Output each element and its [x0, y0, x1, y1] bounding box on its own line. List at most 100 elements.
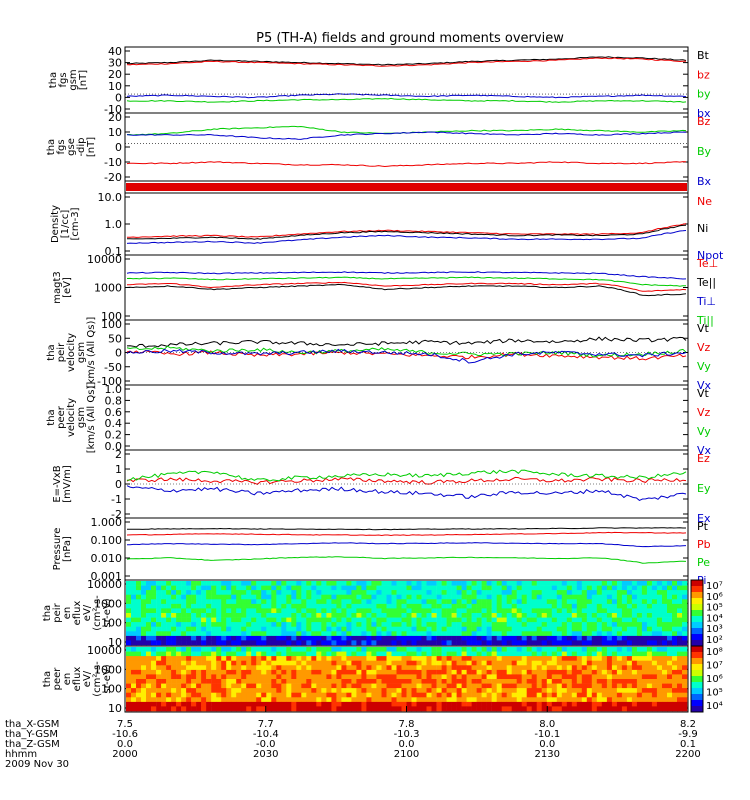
spectrogram-cell — [651, 581, 658, 586]
spectrogram-cell — [321, 697, 327, 703]
spectrogram-cell — [471, 656, 477, 661]
spectrogram-cell — [151, 665, 157, 671]
spectrogram-cell — [346, 660, 352, 666]
spectrogram-cell — [451, 608, 457, 614]
spectrogram-cell — [601, 631, 608, 637]
spectrogram-cell — [566, 701, 573, 707]
spectrogram-cell — [276, 651, 282, 657]
y-tick-label: 0.1 — [105, 245, 123, 258]
spectrogram-cell — [311, 651, 317, 657]
spectrogram-cell — [476, 706, 482, 712]
spectrogram-cell — [201, 635, 207, 641]
spectrogram-cell — [181, 669, 187, 675]
spectrogram-cell — [466, 656, 472, 661]
spectrogram-cell — [396, 640, 402, 646]
spectrogram-cell — [226, 701, 232, 707]
y-axis-label: peir — [56, 342, 67, 362]
spectrogram-cell — [682, 581, 688, 586]
colorbar-frame — [690, 645, 704, 713]
spectrogram-cell — [381, 701, 387, 707]
spectrogram-cell — [476, 622, 482, 627]
spectrogram-cell — [531, 590, 537, 595]
spectrogram-cell — [611, 697, 618, 703]
spectrogram-cell — [136, 665, 142, 671]
spectrogram-cell — [491, 640, 497, 646]
spectrogram-cell — [331, 651, 337, 657]
spectrogram-cell — [436, 631, 442, 637]
spectrogram-cell — [361, 697, 367, 703]
spectrogram-cell — [381, 594, 387, 600]
spectrogram-cell — [376, 656, 382, 661]
spectrogram-cell — [371, 608, 377, 614]
spectrogram-cell — [626, 585, 633, 591]
spectrogram-cell — [416, 603, 422, 609]
spectrogram-cell — [571, 701, 578, 707]
spectrogram-cell — [126, 590, 132, 595]
spectrogram-cell — [176, 590, 182, 595]
spectrogram-cell — [446, 581, 452, 586]
spectrogram-cell — [281, 669, 287, 675]
spectrogram-cell — [446, 669, 452, 675]
spectrogram-cell — [306, 631, 312, 637]
spectrogram-cell — [421, 594, 427, 600]
y-axis-label: [km/s (All Qs)] — [86, 382, 97, 454]
spectrogram-cell — [631, 697, 638, 703]
spectrogram-cell — [386, 701, 392, 707]
panel-frame — [124, 384, 689, 451]
spectrogram-cell — [646, 608, 653, 614]
spectrogram-cell — [561, 647, 568, 652]
spectrogram-cell — [576, 660, 583, 666]
spectrogram-cell — [586, 613, 593, 618]
spectrogram-cell — [476, 647, 482, 652]
spectrogram-cell — [381, 697, 387, 703]
colorbar-segment — [691, 676, 703, 683]
spectrogram-cell — [426, 701, 432, 707]
spectrogram-cell — [451, 581, 457, 586]
spectrogram-cell — [426, 581, 432, 586]
spectrogram-cell — [286, 656, 292, 661]
spectrogram-cell — [296, 640, 302, 646]
spectrogram-cell — [191, 697, 197, 703]
spectrogram-cell — [446, 692, 452, 698]
spectrogram-cell — [677, 635, 683, 641]
spectrogram-cell — [321, 688, 327, 693]
spectrogram-cell — [306, 585, 312, 591]
spectrogram-cell — [276, 674, 282, 680]
spectrogram-cell — [201, 617, 207, 623]
spectrogram-cell — [251, 688, 257, 693]
spectrogram-cell — [636, 631, 643, 637]
spectrogram-cell — [441, 585, 447, 591]
spectrogram-cell — [456, 688, 462, 693]
spectrogram-cell — [246, 590, 252, 595]
spectrogram-cell — [616, 631, 623, 637]
spectrogram-cell — [456, 631, 462, 637]
spectrogram-cell — [446, 622, 452, 627]
spectrogram-cell — [316, 706, 322, 712]
spectrogram-cell — [667, 599, 673, 605]
y-axis-label: [nT] — [78, 70, 89, 90]
spectrogram-cell — [186, 581, 192, 586]
spectrogram-cell — [616, 626, 623, 632]
spectrogram-cell — [291, 674, 297, 680]
spectrogram-cell — [176, 622, 182, 627]
spectrogram-cell — [441, 581, 447, 586]
spectrogram-cell — [381, 631, 387, 637]
spectrogram-cell — [631, 581, 638, 586]
spectrogram-cell — [281, 635, 287, 641]
spectrogram-cell — [501, 647, 507, 652]
spectrogram-cell — [146, 692, 152, 698]
spectrogram-cell — [291, 622, 297, 627]
spectrogram-cell — [581, 647, 588, 652]
spectrogram-cell — [551, 706, 558, 712]
spectrogram-cell — [151, 603, 157, 609]
spectrogram-cell — [682, 590, 688, 595]
spectrogram-cell — [416, 626, 422, 632]
spectrogram-cell — [331, 635, 337, 641]
spectrogram-cell — [306, 656, 312, 661]
spectrogram-cell — [286, 635, 292, 641]
spectrogram-cell — [616, 594, 623, 600]
spectrogram-cell — [211, 660, 217, 666]
spectrogram-cell — [521, 622, 527, 627]
spectrogram-cell — [672, 599, 678, 605]
spectrogram-cell — [331, 674, 337, 680]
